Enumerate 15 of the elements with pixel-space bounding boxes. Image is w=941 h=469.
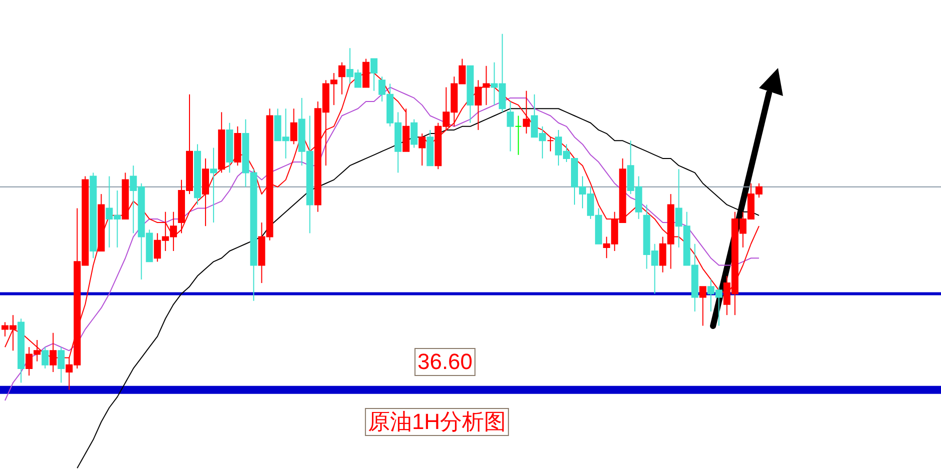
candlestick (290, 108, 298, 145)
text: 原油1H分析图 (364, 408, 510, 436)
candlestick (338, 62, 346, 95)
candlestick (522, 90, 530, 134)
candlestick (210, 147, 218, 224)
candlestick (546, 136, 554, 152)
candlestick (410, 118, 418, 148)
candlestick (418, 133, 426, 166)
candlestick (699, 286, 706, 326)
candlestick (42, 346, 49, 369)
annotation: 36.60 (414, 348, 476, 376)
candlestick (58, 346, 65, 384)
candlestick (514, 115, 522, 156)
candlestick (370, 58, 378, 92)
candlestick (506, 101, 514, 152)
